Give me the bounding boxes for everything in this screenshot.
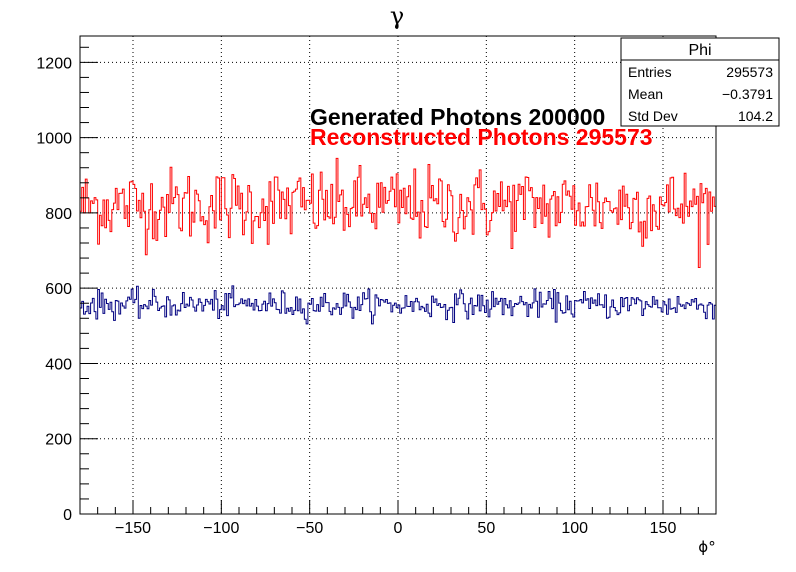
y-tick-label: 1000	[36, 131, 72, 148]
x-tick-label: −50	[296, 520, 323, 537]
series-0-histogram	[80, 157, 716, 268]
x-tick-label: 50	[477, 520, 495, 537]
stats-mean-label: Mean	[628, 86, 663, 102]
stats-stddev-value: 104.2	[738, 108, 773, 124]
y-tick-label: 200	[45, 432, 72, 449]
chart-title: γ	[390, 2, 404, 30]
x-tick-label: 150	[650, 520, 677, 537]
x-axis-label: ϕ°	[698, 538, 715, 556]
x-tick-label: −150	[115, 520, 151, 537]
stats-mean-value: −0.3791	[722, 86, 773, 102]
tick-labels: −150 −100 −50 0 50 100 150 0 200 400 600 800 1000 120…	[36, 55, 676, 537]
stats-stddev-label: Std Dev	[628, 108, 678, 124]
stats-box: Phi Entries 295573 Mean −0.3791 Std Dev …	[620, 37, 780, 127]
series-layer	[80, 157, 716, 325]
y-tick-label: 1200	[36, 55, 72, 72]
x-tick-label: −100	[203, 520, 239, 537]
series-1-histogram	[80, 285, 716, 325]
x-tick-label: 0	[394, 520, 403, 537]
annotation-reconstructed: Reconstructed Photons 295573	[310, 124, 653, 150]
y-tick-label: 0	[63, 507, 72, 524]
stats-entries-label: Entries	[628, 64, 672, 80]
stats-entries-value: 295573	[726, 64, 773, 80]
y-tick-label: 400	[45, 356, 72, 373]
y-tick-label: 600	[45, 281, 72, 298]
y-tick-label: 800	[45, 206, 72, 223]
annotation-generated: Generated Photons 200000	[310, 104, 605, 130]
x-tick-label: 100	[561, 520, 588, 537]
stats-title: Phi	[688, 42, 711, 59]
axes	[79, 35, 717, 515]
